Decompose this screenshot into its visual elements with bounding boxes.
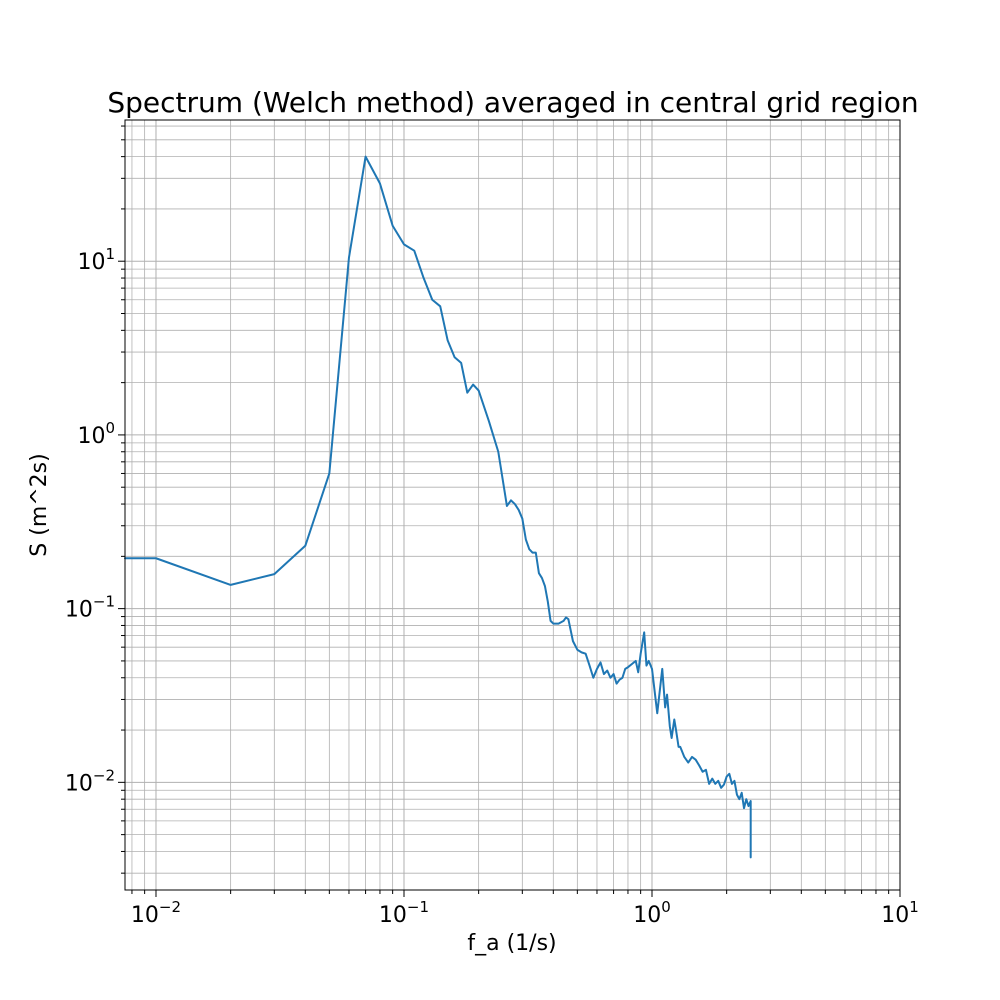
grid bbox=[125, 120, 901, 890]
y-tick-label: 101 bbox=[77, 245, 115, 275]
x-tick-label: 10−2 bbox=[131, 898, 181, 928]
x-axis-label: f_a (1/s) bbox=[467, 931, 556, 956]
plot-area: 10−2 10−1 100 101 10−2 10−1 100 101 bbox=[65, 119, 919, 928]
spectrum-series-line bbox=[124, 155, 752, 859]
x-tick-label: 10−1 bbox=[379, 898, 429, 928]
x-tick-label: 101 bbox=[881, 898, 919, 928]
plot-frame bbox=[124, 119, 901, 891]
y-tick-label: 10−1 bbox=[65, 593, 115, 623]
y-axis-label: S (m^2s) bbox=[27, 453, 52, 556]
plot-background bbox=[125, 120, 900, 890]
ticks: 10−2 10−1 100 101 10−2 10−1 100 101 bbox=[65, 125, 919, 928]
x-tick-label: 100 bbox=[633, 898, 671, 928]
chart-title: Spectrum (Welch method) averaged in cent… bbox=[107, 86, 918, 119]
y-tick-label: 10−2 bbox=[65, 766, 115, 796]
y-tick-label: 100 bbox=[77, 419, 115, 449]
series-layer bbox=[124, 155, 752, 859]
